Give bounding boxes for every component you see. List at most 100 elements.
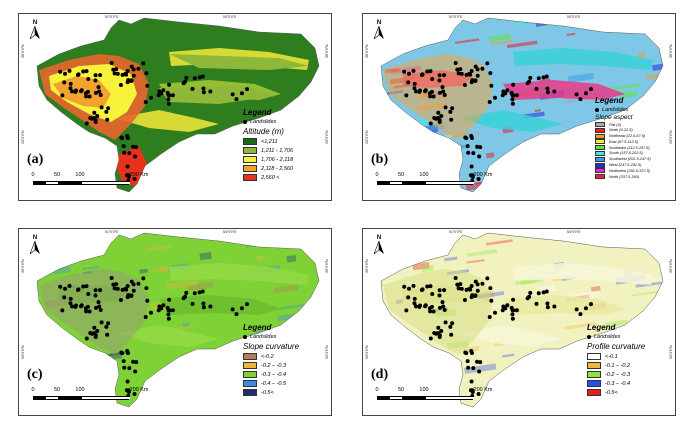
landslide-dot-icon [595, 108, 599, 112]
landslide-point [170, 93, 175, 98]
landslide-point [131, 73, 136, 78]
landslide-point [99, 105, 104, 110]
longitude-label: 51°0'0"E [105, 15, 119, 19]
landslide-point [510, 101, 515, 106]
landslide-point [510, 316, 515, 321]
landslide-point [489, 83, 494, 88]
latitude-label-right: 36°0'0"N [325, 259, 329, 273]
landslide-point [545, 305, 550, 310]
scale-tick-label: 50 [53, 387, 61, 393]
landslide-point [192, 291, 197, 296]
landslide-point [104, 324, 109, 329]
landslide-point [465, 144, 470, 149]
landslide-point [436, 110, 441, 115]
landslide-point [69, 89, 74, 94]
latitude-label: 36°0'0"N [21, 259, 25, 273]
landslide-point [201, 301, 206, 306]
landslide-point [145, 298, 150, 303]
landslide-point [428, 121, 433, 126]
landslide-point [411, 68, 416, 73]
landslide-point [439, 113, 444, 118]
landslide-point [234, 312, 239, 317]
legend-class-label: North (337.5-360) [609, 174, 639, 179]
landslide-point [127, 366, 132, 371]
landslide-point [469, 284, 474, 289]
landslide-point [76, 72, 81, 77]
legend-class: -0.4 – -0.5 [243, 380, 299, 387]
landslide-point [192, 76, 197, 81]
landslide-point [475, 73, 480, 78]
landslide-point [468, 388, 473, 393]
legend-swatch [243, 174, 257, 181]
landslide-point [427, 306, 432, 311]
landslide-point [493, 95, 498, 100]
landslide-point [157, 89, 162, 94]
landslide-point [459, 71, 464, 76]
landslide-points [402, 275, 594, 398]
legend-class: 2,118 - 2,560 [243, 165, 293, 172]
landslide-point [488, 286, 493, 291]
landslide-point [442, 73, 447, 78]
landslide-point [425, 69, 430, 74]
legend-swatch [243, 380, 257, 387]
landslide-point [420, 287, 425, 292]
landslide-point [184, 75, 189, 80]
landslide-point [412, 86, 417, 91]
landslide-point [93, 119, 98, 124]
landslide-point [505, 88, 510, 93]
legend-class: South (157.5-202.5) [595, 150, 651, 156]
landslide-point [63, 71, 68, 76]
landslide-point [475, 288, 480, 293]
legend-class-label: South (157.5-202.5) [609, 151, 643, 156]
legend-landslides-label: Landslides [602, 107, 629, 113]
landslide-point [200, 289, 205, 294]
landslide-point [480, 66, 485, 71]
landslide-point [487, 100, 492, 105]
landslide-point [505, 303, 510, 308]
landslide-point [449, 117, 454, 122]
landslide-point [95, 113, 100, 118]
legend-class: Southwest (202.5-247.5) [595, 156, 651, 162]
landslide-point [501, 304, 506, 309]
landslide-point [190, 301, 195, 306]
landslide-point [473, 279, 478, 284]
legend-class: -0.3 – -0.4 [243, 371, 299, 378]
landslide-point [541, 75, 546, 80]
landslide-point [534, 86, 539, 91]
landslide-point [432, 330, 437, 335]
landslide-point [428, 309, 433, 314]
landslide-point [475, 67, 480, 72]
landslide-point [129, 78, 134, 83]
scale-tick-label: 200 Km [473, 387, 493, 393]
latitude-label-right: 33°0'0"N [669, 345, 673, 359]
landslide-point [134, 360, 139, 365]
landslide-point [95, 328, 100, 333]
legend-swatch [595, 145, 605, 151]
legend-swatch [595, 162, 605, 168]
landslide-point [545, 301, 550, 306]
legend-subtitle: Slope aspect [595, 114, 633, 121]
legend-class-label: 1,211 - 1,706 [261, 147, 294, 154]
landslide-dot-icon [243, 120, 247, 124]
landslide-point [131, 67, 136, 72]
landslide-point [167, 297, 172, 302]
landslide-point [402, 284, 407, 289]
landslide-point [430, 292, 435, 297]
landslide-point [431, 94, 436, 99]
legend-class-label: East (67.5-112.5) [609, 139, 639, 144]
north-arrow-icon: N [373, 235, 385, 255]
legend-class: West (247.5-292.5) [595, 162, 651, 168]
landslide-point [67, 283, 72, 288]
landslide-point [441, 89, 446, 94]
landslide-point [404, 308, 409, 313]
landslide-point [432, 115, 437, 120]
longitude-label: 54°0'0"E [567, 230, 581, 234]
landslide-point [455, 67, 460, 72]
legend: Legend Landslides Profile curvature <-0.1 -0… [587, 323, 645, 398]
landslide-point [58, 69, 63, 74]
panel-label: (d) [371, 367, 389, 382]
landslide-point [109, 60, 114, 65]
landslide-point [134, 145, 139, 150]
landslide-point [170, 308, 175, 313]
landslide-point [63, 286, 68, 291]
